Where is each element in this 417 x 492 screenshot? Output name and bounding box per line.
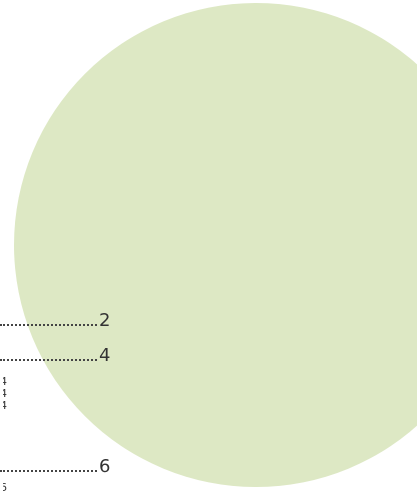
toc-page-number: 2 [99, 310, 111, 331]
decorative-green-circle [14, 3, 417, 487]
toc-page-number: 6 [99, 456, 111, 477]
toc-leader-dots [0, 359, 97, 361]
toc-sub-page-number: 4 [0, 375, 7, 388]
toc-page-number: 4 [99, 345, 111, 366]
toc-sub-page-number: 6 [0, 481, 7, 492]
toc-leader-dots [0, 470, 97, 472]
toc-entry[interactable]: 4 [0, 343, 110, 365]
toc-leader-dots [0, 324, 97, 326]
toc-sub-page-number: 4 [0, 399, 7, 412]
toc-entry[interactable]: 2 [0, 308, 110, 330]
toc-sub-page-number: 4 [0, 387, 7, 400]
toc-entry[interactable]: 6 [0, 454, 110, 476]
